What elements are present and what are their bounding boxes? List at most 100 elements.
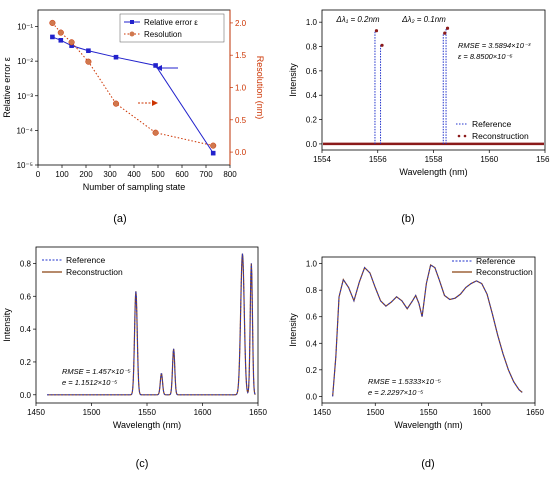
panel-c-ytick-label: 0.4 <box>20 325 32 334</box>
panel-a-y2tick-label: 2.0 <box>235 19 247 28</box>
panel-a-ytick-label: 10⁻⁴ <box>16 126 33 135</box>
panel-c-metric-e: e = 1.1512×10⁻⁵ <box>62 378 118 387</box>
panel-b-ytick-label: 0.2 <box>306 116 318 125</box>
panel-b-legend-reference-label: Reference <box>472 119 511 129</box>
panel-a-legend-box <box>119 13 225 43</box>
panel-b-xtick-label: 1556 <box>369 155 387 164</box>
panel-b-metric-rmse: RMSE = 3.5894×10⁻³ <box>458 41 531 50</box>
panel-b-frame <box>321 9 546 151</box>
panel-label: (b) <box>401 213 414 225</box>
panel-c-xtick-label: 1450 <box>27 408 45 417</box>
panel-b-ytick-label: 0.8 <box>306 43 318 52</box>
panel-a-y2label: Resolution (nm) <box>255 56 265 120</box>
panel-a-resolution-point <box>57 29 64 36</box>
panel-d-xtick-label: 1600 <box>473 408 491 417</box>
panel-a-resolution-point <box>68 39 75 46</box>
panel-a-legend-resolution-label: Resolution <box>144 30 182 39</box>
panel-b-annotation-dl2: Δλ₂ = 0.1nm <box>401 15 446 24</box>
panel-b-reconstruction-peak-dot <box>380 43 384 47</box>
panel-c-ylabel: Intensity <box>2 308 12 342</box>
panel-b-legend-reconstruction-dot-2 <box>463 134 467 138</box>
panel-a-error-point <box>113 54 119 60</box>
panel-a-xtick-label: 200 <box>79 170 93 179</box>
panel-d-metric-rmse: RMSE = 1.5333×10⁻⁵ <box>368 377 441 386</box>
panel-a-xtick-label: 800 <box>223 170 237 179</box>
panel-a-xtick-label: 400 <box>127 170 141 179</box>
panel-c-ytick-label: 0.0 <box>20 391 32 400</box>
panel-a-resolution-point <box>210 142 217 149</box>
panel-label: (c) <box>136 458 149 470</box>
panel-c-legend-reference-label: Reference <box>66 255 105 265</box>
panel-c-xlabel: Wavelength (nm) <box>113 420 181 430</box>
panel-c-xtick-label: 1500 <box>83 408 101 417</box>
panel-d-xtick-label: 1450 <box>313 408 331 417</box>
panel-c-xtick-label: 1600 <box>194 408 212 417</box>
panel-a-xtick-label: 100 <box>55 170 69 179</box>
panel-a-y2tick-label: 0.0 <box>235 148 247 157</box>
panel-b-ylabel: Intensity <box>288 63 298 97</box>
panel-a-ytick-label: 10⁻⁵ <box>17 161 33 170</box>
panel-b-metric-eps: ε = 8.8500×10⁻⁶ <box>458 52 513 61</box>
panel-a-ytick-label: 10⁻³ <box>17 92 33 101</box>
panel-a-ylabel: Relative error ε <box>2 57 12 118</box>
panel-b-ytick-label: 0.4 <box>306 91 318 100</box>
panel-d-xlabel: Wavelength (nm) <box>394 420 462 430</box>
panel-a-xtick-label: 500 <box>151 170 165 179</box>
panel-b-ytick-label: 1.0 <box>306 18 318 27</box>
panel-c-ytick-label: 0.6 <box>20 292 32 301</box>
panel-label: (a) <box>113 213 126 225</box>
panel-d-reference-line <box>332 264 523 397</box>
panel-a-xtick-label: 600 <box>175 170 189 179</box>
panel-c-xtick-label: 1550 <box>138 408 156 417</box>
panel-c-xtick-label: 1650 <box>249 408 267 417</box>
panel-b-ytick-label: 0.6 <box>306 67 318 76</box>
panel-a-xtick-label: 300 <box>103 170 117 179</box>
panel-b-annotation-dl1: Δλ₁ = 0.2nm <box>335 15 380 24</box>
panel-a-xlabel: Number of sampling state <box>83 182 186 192</box>
panel-b-reconstruction-peak-dot <box>445 26 450 30</box>
panel-a-xtick-label: 700 <box>199 170 213 179</box>
panel-a-legend-error-label: Relative error ε <box>144 18 198 27</box>
panel-a-y2tick-label: 1.0 <box>235 84 247 93</box>
panel-a-error-point <box>153 63 158 68</box>
panel-b-reconstruction-peak-dot <box>443 31 447 35</box>
panel-d-ytick-label: 0.2 <box>306 366 318 375</box>
panel-a-legend-error-marker <box>130 20 134 24</box>
panel-a-resolution-point <box>152 129 159 136</box>
panel-a-legend-resolution-marker <box>129 31 135 37</box>
panel-d-ytick-label: 1.0 <box>306 260 318 269</box>
panel-b-ytick-label: 0.0 <box>306 140 318 149</box>
panel-b-legend-reconstruction-label: Reconstruction <box>472 131 529 141</box>
panel-d-xtick-label: 1500 <box>366 408 384 417</box>
panel-a-error-point <box>58 37 64 43</box>
panel-b-legend-reconstruction-dot-1 <box>457 134 461 138</box>
panel-a-xtick-label: 0 <box>36 170 41 179</box>
panel-a-arrow-left-head <box>156 65 162 71</box>
panel-label: (d) <box>421 458 434 470</box>
panel-d-legend-reconstruction-label: Reconstruction <box>476 267 533 277</box>
panel-a-error-point <box>69 43 74 48</box>
panel-d-ytick-label: 0.8 <box>306 286 318 295</box>
panel-d-xtick-label: 1550 <box>420 408 438 417</box>
panel-a-error-point <box>210 150 216 156</box>
panel-a-ytick-label: 10⁻¹ <box>17 23 33 32</box>
panel-b-xtick-label: 1558 <box>425 155 443 164</box>
panel-b-xtick-label: 1560 <box>480 155 498 164</box>
panel-a-y2tick-label: 1.5 <box>235 51 247 60</box>
panel-d-xtick-label: 1650 <box>526 408 544 417</box>
panel-b-xlabel: Wavelength (nm) <box>399 167 467 177</box>
panel-b-reconstruction-peak-dot <box>374 29 379 33</box>
panel-c-legend-reconstruction-label: Reconstruction <box>66 267 123 277</box>
panel-a-ytick-label: 10⁻² <box>17 57 33 66</box>
panel-a-arrow-right-head <box>152 100 158 106</box>
panel-a-y2tick-label: 0.5 <box>235 116 247 125</box>
panel-a-resolution-point <box>49 19 56 26</box>
panel-d-ytick-label: 0.0 <box>306 392 318 401</box>
panel-b-xtick-label: 1562 <box>536 155 550 164</box>
panel-c-reference-line <box>47 253 256 396</box>
panel-a-resolution-point <box>85 58 92 65</box>
panel-c-ytick-label: 0.8 <box>20 259 32 268</box>
panel-d-ytick-label: 0.6 <box>306 313 318 322</box>
panel-c-metric-rmse: RMSE = 1.457×10⁻⁵ <box>62 367 131 376</box>
